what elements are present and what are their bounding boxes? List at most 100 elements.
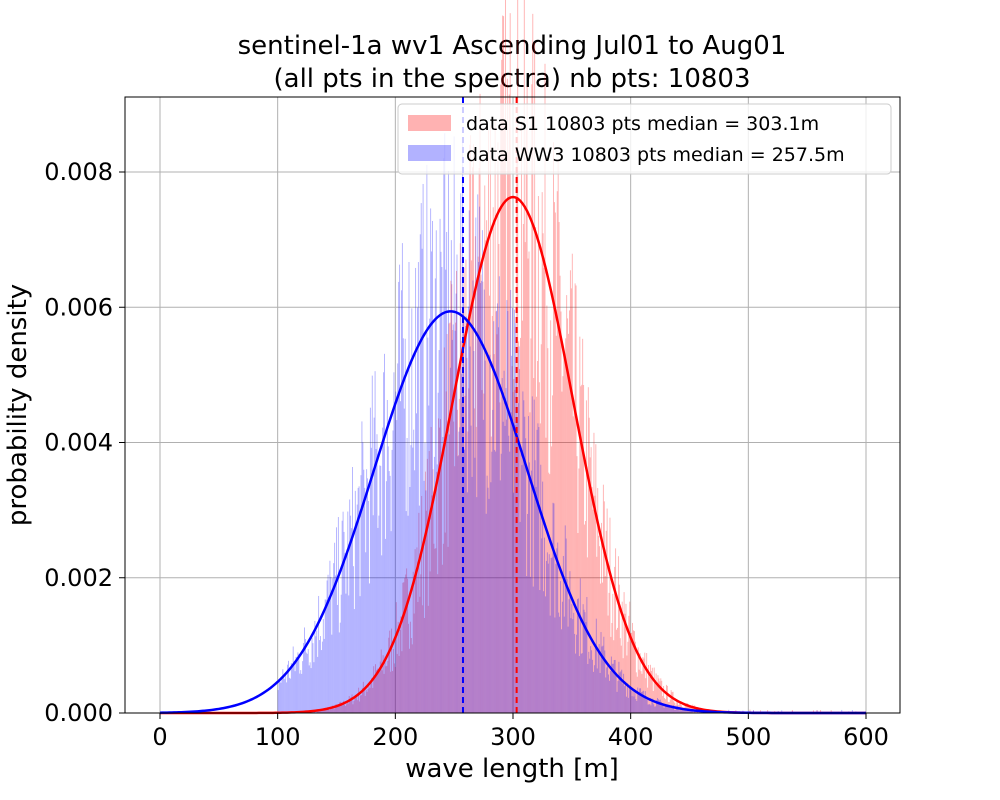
hist-bar — [466, 357, 468, 713]
hist-bar — [564, 525, 566, 713]
hist-bar — [665, 705, 667, 713]
hist-bar — [432, 220, 433, 713]
hist-bar — [577, 533, 579, 713]
hist-bar — [430, 208, 432, 713]
hist-bar — [689, 710, 690, 713]
hist-bar — [586, 557, 588, 713]
hist-bar — [647, 687, 649, 713]
hist-bar — [493, 354, 495, 713]
hist-bar — [632, 622, 634, 713]
hist-bar — [428, 451, 430, 713]
hist-bar — [440, 419, 441, 713]
hist-bar — [474, 236, 476, 713]
hist-bar — [553, 503, 555, 713]
hist-bar — [420, 574, 422, 713]
grid-lines — [125, 97, 900, 714]
hist-bar — [328, 710, 330, 713]
hist-bar — [508, 435, 510, 713]
hist-bar — [336, 705, 338, 713]
hist-bar — [606, 667, 608, 713]
hist-bar — [642, 657, 644, 713]
hist-bar — [626, 683, 628, 713]
hist-bar — [517, 403, 519, 713]
hist-bar — [521, 465, 523, 713]
hist-bar — [583, 609, 585, 713]
hist-bar — [408, 262, 410, 713]
hist-bar — [661, 703, 663, 713]
hist-bar — [316, 630, 318, 713]
hist-bar — [347, 511, 349, 713]
hist-bar — [379, 465, 381, 713]
hist-bar — [372, 687, 374, 713]
hist-bar — [332, 705, 334, 713]
hist-bar — [349, 499, 351, 713]
hist-bar — [488, 498, 490, 713]
hist-bar — [353, 609, 355, 713]
hist-bar — [392, 430, 394, 713]
hist-bar — [593, 671, 594, 713]
hist-bar — [338, 632, 340, 713]
hist-bar — [360, 695, 361, 713]
hist-bar — [477, 194, 479, 713]
hist-bar — [677, 700, 679, 713]
hist-bar — [559, 275, 561, 713]
hist-bar — [362, 681, 364, 713]
hist-bar — [503, 370, 505, 713]
hist-bar — [684, 709, 686, 713]
hist-bar — [506, 300, 508, 713]
hist-bar — [392, 649, 394, 713]
hist-bar — [471, 476, 473, 713]
hist-bar — [321, 709, 323, 713]
hist-bar — [427, 605, 429, 713]
hist-bar — [503, 16, 505, 713]
hist-bar — [624, 686, 626, 713]
hist-bar — [400, 401, 401, 713]
hist-bar — [322, 709, 324, 713]
hist-bar — [529, 412, 531, 713]
hist-bar — [360, 695, 362, 713]
hist-bar — [567, 318, 569, 713]
hist-bar — [542, 481, 544, 713]
hist-bar — [333, 709, 335, 713]
hist-bar — [552, 395, 554, 713]
hist-bar — [425, 490, 427, 713]
hist-bar — [518, 346, 520, 713]
hist-bar — [354, 696, 356, 713]
hist-bar — [525, 129, 527, 713]
hist-bar — [416, 547, 418, 713]
hist-bar — [560, 581, 562, 713]
hist-bar — [411, 308, 413, 713]
hist-bar — [439, 427, 441, 713]
hist-bar — [423, 480, 425, 713]
x-tick-label: 0 — [152, 723, 167, 751]
hist-bar — [350, 515, 352, 713]
hist-bar — [436, 464, 438, 713]
hist-bar — [655, 706, 657, 713]
hist-bar — [485, 513, 487, 713]
hist-bar — [339, 622, 341, 713]
hist-bar — [325, 599, 327, 713]
hist-bar — [582, 338, 584, 713]
hist-bar — [323, 709, 325, 713]
hist-bar — [841, 709, 843, 713]
hist-bar — [607, 665, 609, 713]
hist-bar — [345, 593, 347, 713]
hist-bar — [358, 687, 360, 713]
y-tick-label: 0.000 — [44, 699, 113, 727]
hist-bar — [342, 705, 344, 713]
hist-bar — [367, 688, 369, 713]
hist-bar — [304, 639, 306, 713]
hist-bar — [491, 315, 493, 713]
hist-bar — [443, 347, 445, 713]
hist-bar — [520, 452, 522, 713]
hist-bar — [618, 584, 620, 713]
hist-bar — [366, 469, 368, 713]
hist-bar — [389, 475, 391, 713]
hist-bar — [366, 691, 368, 713]
hist-bar — [546, 305, 548, 713]
hist-bar — [675, 705, 677, 713]
chart-title-line1: sentinel-1a wv1 Ascending Jul01 to Aug01 — [238, 31, 787, 61]
hist-bar — [334, 542, 336, 713]
hist-bar — [290, 663, 292, 713]
hist-bar — [851, 710, 853, 713]
